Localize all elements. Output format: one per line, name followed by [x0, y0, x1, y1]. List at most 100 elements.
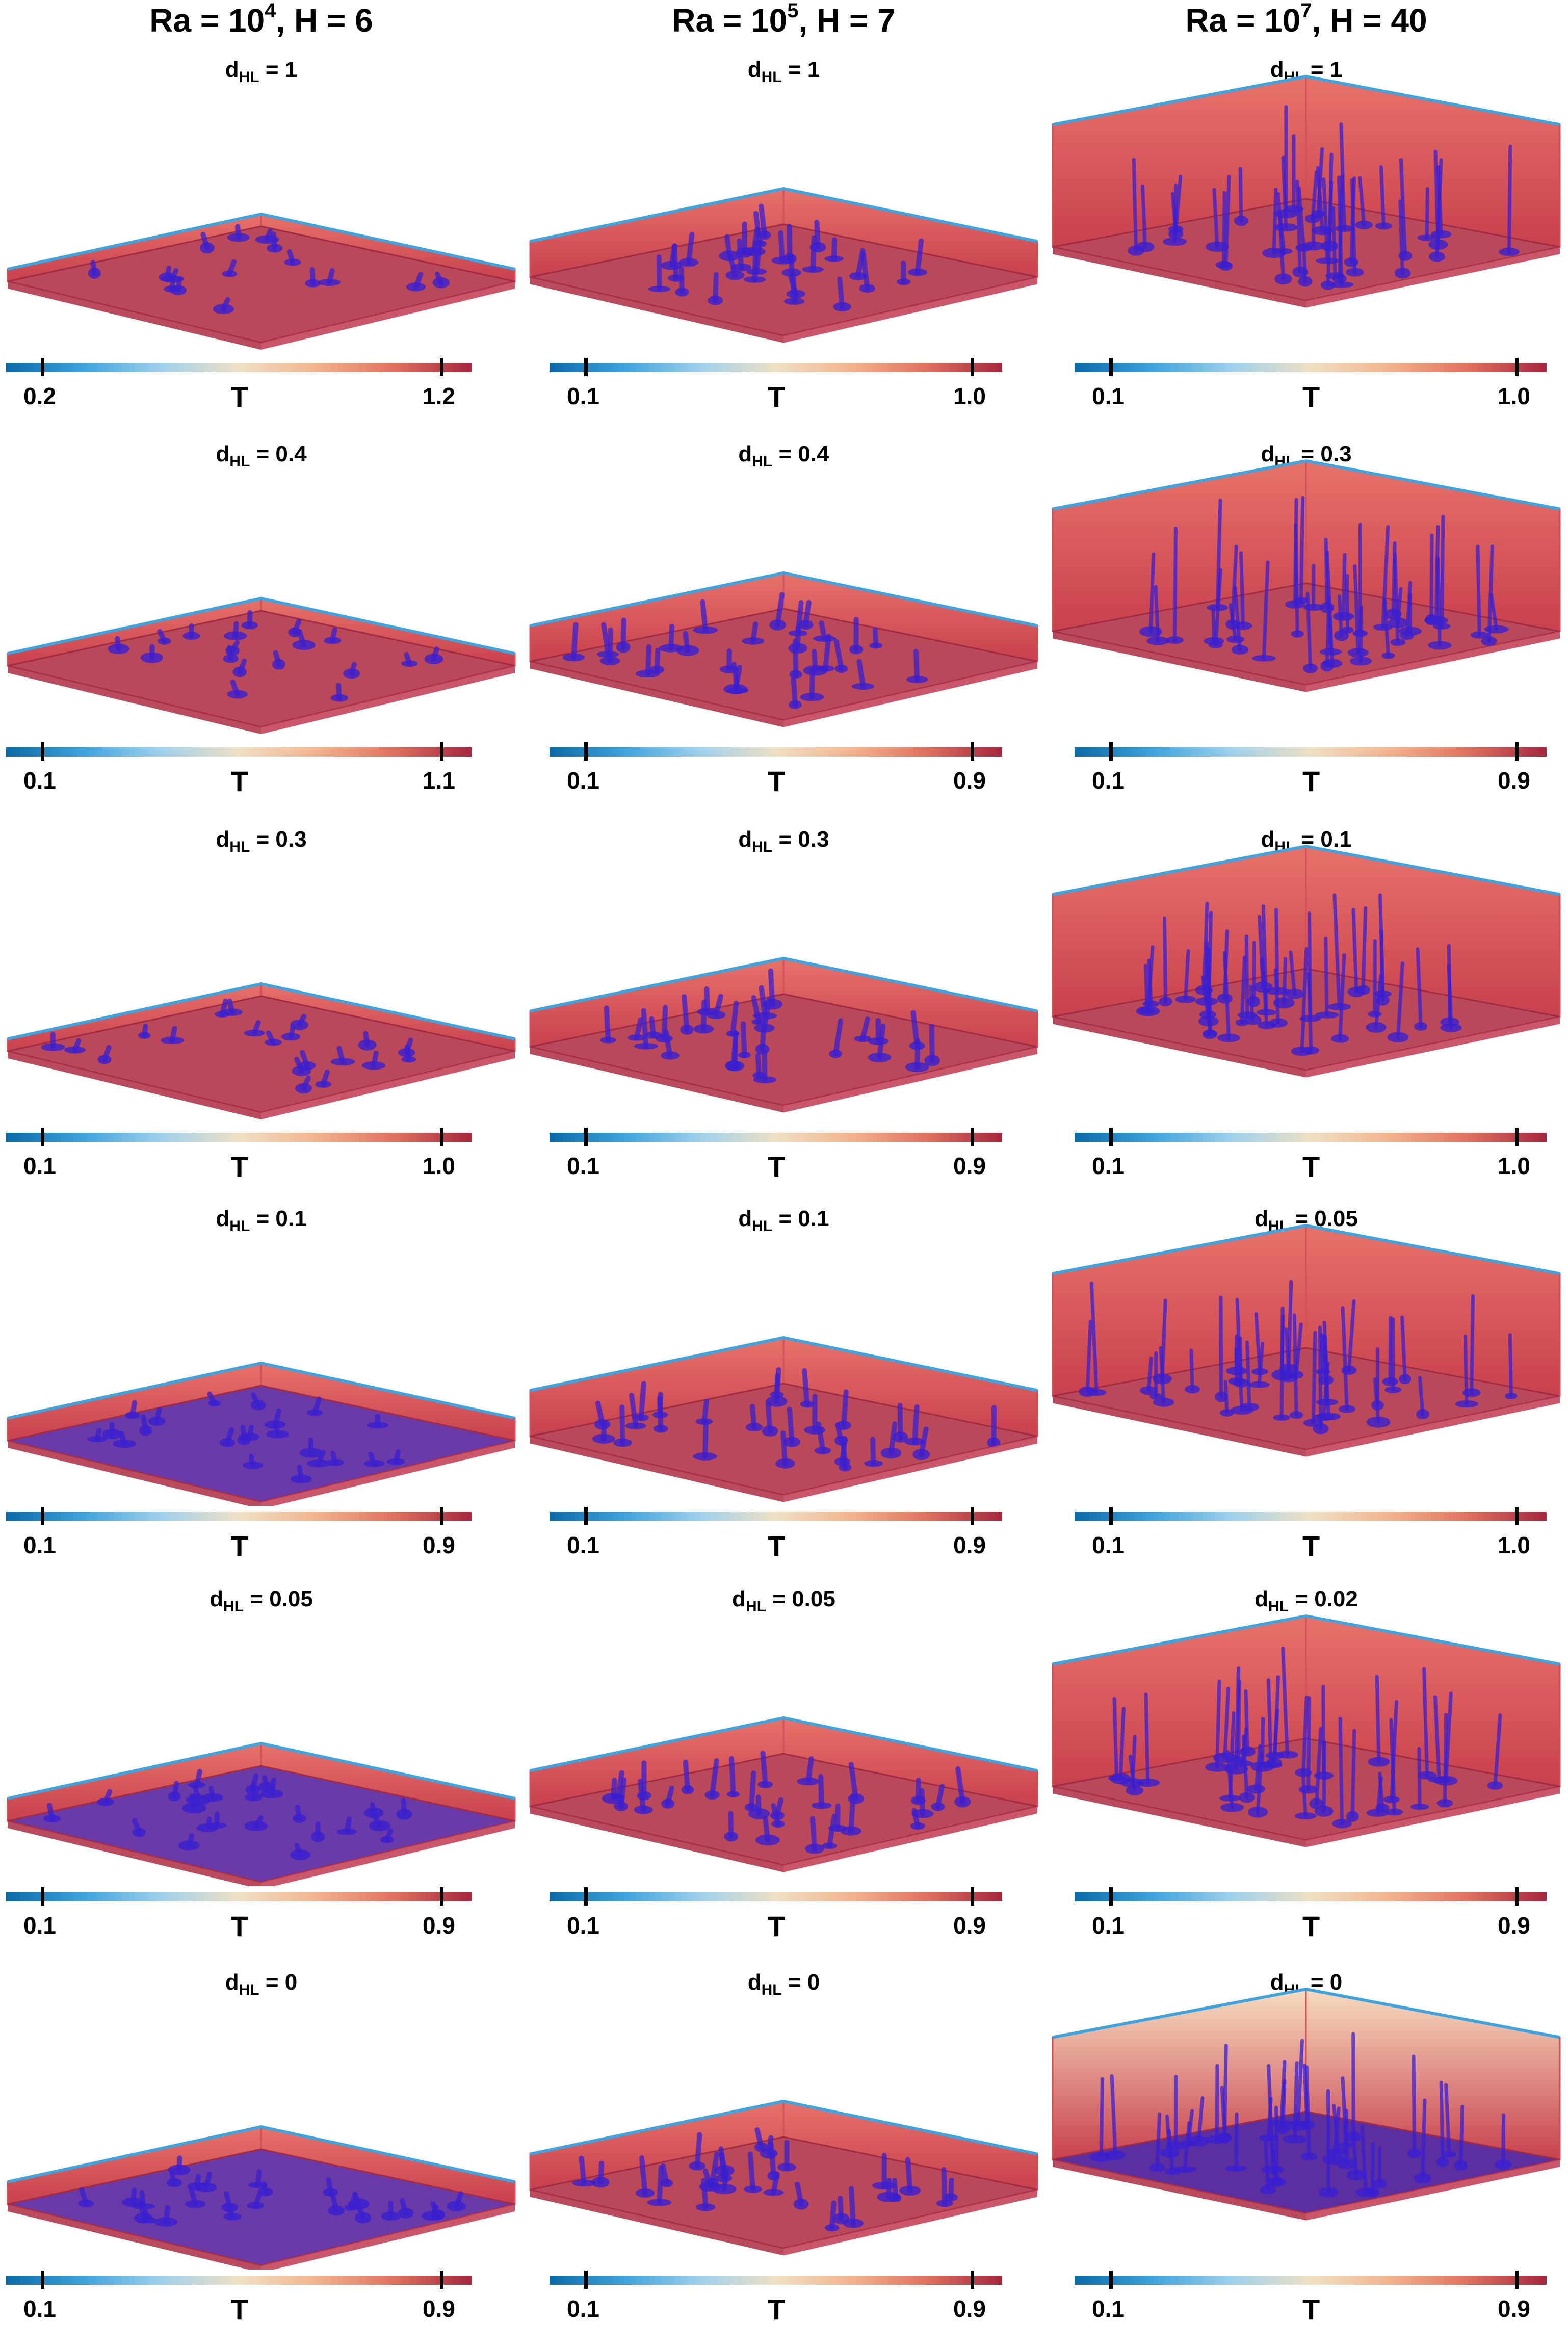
temperature-volume-render	[529, 187, 1038, 343]
colorbar-min-label: 0.1	[567, 767, 599, 794]
h-text: , H = 7	[798, 2, 896, 39]
colorbar-max-label: 1.1	[423, 767, 455, 794]
colorbar-tick-max	[1515, 1507, 1519, 1525]
dhl-symbol: d	[210, 1586, 224, 1611]
colorbar-title: T	[1302, 1910, 1320, 1942]
colorbar-tick-max	[971, 2271, 974, 2289]
panel-0-4: dHL = 0.05 0.1 0.9 T	[0, 1570, 522, 1957]
dhl-symbol: d	[225, 1970, 239, 1995]
colorbar	[6, 1133, 472, 1142]
temperature-volume-render	[1052, 74, 1561, 308]
dhl-symbol: d	[1261, 441, 1275, 466]
dhl-label: dHL = 0	[522, 1970, 1045, 1998]
colorbar-min-label: 0.2	[23, 383, 56, 409]
colorbar-tick-min	[41, 1128, 44, 1146]
ra-text: Ra = 10	[149, 2, 265, 39]
colorbar	[550, 1892, 1002, 1901]
colorbar-max-label: 0.9	[423, 2296, 455, 2322]
dhl-label: dHL = 1	[0, 57, 522, 85]
dhl-label: dHL = 0.4	[522, 441, 1045, 470]
colorbar-tick-min	[584, 358, 588, 376]
colorbar-tick-min	[41, 742, 44, 761]
panel-2-3: dHL = 0.05 0.1 1.0 T	[1045, 1190, 1567, 1576]
temperature-volume-render	[7, 1741, 516, 1886]
colorbar-min-label: 0.1	[1092, 2296, 1125, 2322]
dhl-value: = 0.4	[772, 441, 829, 466]
temperature-volume-render	[1052, 1987, 1561, 2221]
colorbar-tick-min	[584, 1887, 588, 1906]
colorbar-min-label: 0.1	[567, 383, 599, 409]
dhl-value: = 0.3	[250, 827, 307, 852]
temperature-volume-render	[7, 1361, 516, 1506]
colorbar	[1075, 747, 1547, 757]
colorbar-max-label: 1.0	[1498, 1532, 1530, 1558]
colorbar-tick-min	[1109, 1507, 1113, 1525]
dhl-symbol: d	[1270, 1970, 1284, 1995]
dhl-symbol: d	[747, 57, 762, 82]
dhl-symbol: d	[1261, 827, 1275, 852]
dhl-subscript: HL	[752, 839, 773, 855]
ra-text: Ra = 10	[1185, 2, 1301, 39]
ra-exponent: 7	[1300, 0, 1312, 22]
colorbar-title: T	[768, 1910, 786, 1942]
dhl-symbol: d	[1255, 1206, 1269, 1231]
colorbar-tick-max	[971, 1128, 974, 1146]
dhl-subscript: HL	[223, 1598, 244, 1615]
h-text: , H = 6	[276, 2, 373, 39]
panel-2-2: dHL = 0.1 0.1 1.0 T	[1045, 811, 1567, 1197]
colorbar	[6, 1892, 472, 1901]
ra-exponent: 5	[787, 0, 799, 22]
dhl-label: dHL = 0.05	[0, 1586, 522, 1615]
dhl-label: dHL = 0.3	[0, 827, 522, 855]
colorbar-title: T	[768, 2293, 786, 2326]
dhl-subscript: HL	[229, 453, 250, 470]
colorbar-title: T	[230, 381, 248, 413]
colorbar-tick-max	[971, 1887, 974, 1906]
colorbar-title: T	[230, 1910, 248, 1942]
colorbar-tick-max	[1515, 742, 1519, 761]
colorbar-min-label: 0.1	[23, 1532, 56, 1558]
temperature-volume-render	[7, 596, 516, 734]
dhl-label: dHL = 1	[522, 57, 1045, 85]
colorbar-max-label: 0.9	[953, 2296, 986, 2322]
colorbar-tick-max	[440, 1887, 443, 1906]
colorbar-title: T	[1302, 2293, 1320, 2326]
colorbar-min-label: 0.1	[1092, 383, 1125, 409]
colorbar-min-label: 0.1	[23, 1912, 56, 1939]
colorbar-max-label: 1.2	[423, 383, 455, 409]
ra-text: Ra = 10	[672, 2, 788, 39]
colorbar	[550, 1133, 1002, 1142]
temperature-volume-render	[1052, 1223, 1561, 1457]
colorbar-tick-max	[440, 742, 443, 761]
temperature-volume-render	[529, 571, 1038, 727]
dhl-value: = 0.1	[250, 1206, 307, 1231]
panel-2-5: dHL = 0 0.1 0.9 T	[1045, 1953, 1567, 2340]
colorbar-tick-min	[41, 1887, 44, 1906]
temperature-volume-render	[1052, 1614, 1561, 1847]
colorbar-tick-min	[584, 1507, 588, 1525]
colorbar-tick-min	[584, 742, 588, 761]
dhl-subscript: HL	[229, 839, 250, 855]
colorbar-min-label: 0.1	[567, 1153, 599, 1179]
h-text: , H = 40	[1312, 2, 1427, 39]
colorbar-title: T	[768, 381, 786, 413]
colorbar-tick-max	[971, 358, 974, 376]
colorbar-tick-min	[1109, 2271, 1113, 2289]
colorbar-tick-max	[971, 742, 974, 761]
dhl-symbol: d	[216, 1206, 230, 1231]
colorbar-max-label: 0.9	[1498, 2296, 1530, 2322]
dhl-symbol: d	[1270, 57, 1284, 82]
dhl-symbol: d	[738, 827, 752, 852]
colorbar-min-label: 0.1	[1092, 767, 1125, 794]
dhl-value: = 1	[781, 57, 820, 82]
colorbar-title: T	[1302, 381, 1320, 413]
column-title-ra4: Ra = 104, H = 6	[0, 0, 522, 41]
panel-0-3: dHL = 0.1 0.1 0.9 T	[0, 1190, 522, 1576]
colorbar	[6, 2276, 472, 2285]
temperature-volume-render	[1052, 459, 1561, 692]
panel-1-1: dHL = 0.4 0.1 0.9 T	[522, 425, 1045, 812]
column-title-ra5: Ra = 105, H = 7	[522, 0, 1045, 41]
colorbar-max-label: 1.0	[1498, 1153, 1530, 1179]
colorbar-max-label: 0.9	[953, 767, 986, 794]
colorbar-tick-max	[1515, 1128, 1519, 1146]
